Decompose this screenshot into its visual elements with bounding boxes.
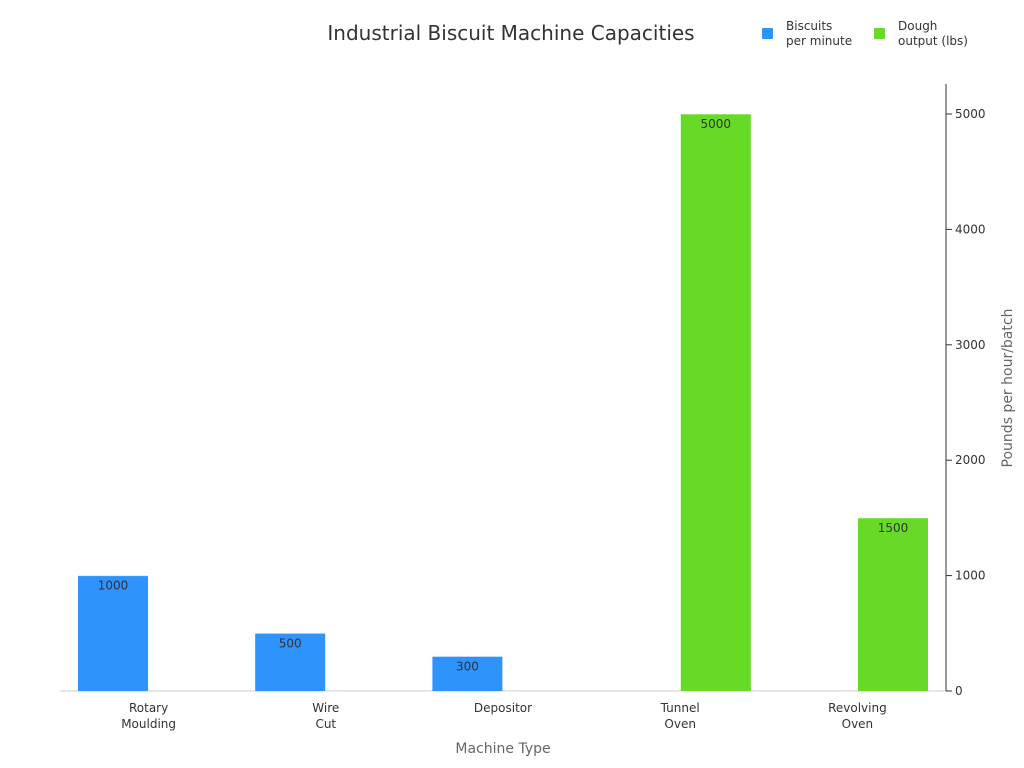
legend-label-biscuits: Biscuits per minute: [786, 19, 853, 48]
x-axis-title: Machine Type: [455, 741, 551, 757]
x-tick-label: Revolving Oven: [828, 701, 887, 731]
x-tick-label: Depositor: [474, 701, 532, 715]
y-tick-label: 2000: [955, 453, 986, 467]
data-label: 300: [456, 659, 479, 673]
data-label: 5000: [701, 117, 732, 131]
legend: Biscuits per minute Dough output (lbs): [762, 19, 968, 49]
bar: [858, 517, 928, 691]
legend-item-biscuits[interactable]: Biscuits per minute: [762, 19, 856, 49]
legend-swatch-biscuits: [762, 28, 773, 39]
y-tick-label: 1000: [955, 569, 986, 583]
bar: [255, 633, 326, 691]
data-label: 500: [279, 636, 302, 650]
legend-label-dough: Dough output (lbs): [898, 19, 968, 48]
bar: [432, 656, 503, 691]
y-tick-label: 4000: [955, 222, 986, 236]
x-tick-label: Wire Cut: [312, 701, 339, 731]
bar: [78, 575, 148, 691]
y-tick-label: 0: [955, 684, 963, 698]
y-axis-title: Pounds per hour/batch: [1000, 308, 1016, 468]
x-tick-label: Tunnel Oven: [660, 701, 700, 731]
legend-swatch-dough: [874, 28, 885, 39]
x-tick-label: Rotary Moulding: [121, 701, 176, 731]
bar: [680, 114, 751, 691]
y-tick-label: 5000: [955, 107, 986, 121]
y-tick-label: 3000: [955, 338, 986, 352]
legend-item-dough[interactable]: Dough output (lbs): [874, 19, 968, 49]
data-label: 1500: [878, 521, 909, 535]
data-label: 1000: [98, 579, 129, 593]
chart-title: Industrial Biscuit Machine Capacities: [327, 21, 695, 45]
